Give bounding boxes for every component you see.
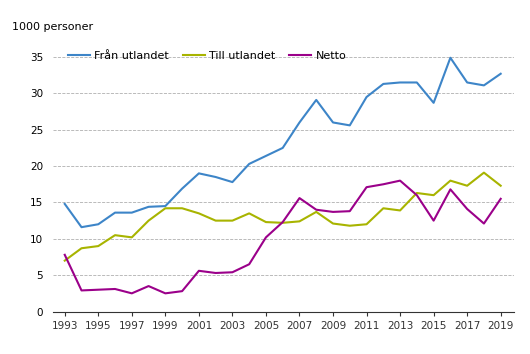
Från utlandet [330,120,336,125]
Till utlandet [129,235,135,239]
Från utlandet [162,204,169,208]
Netto [397,178,403,183]
Till utlandet [95,244,101,248]
Från utlandet [179,187,186,191]
Till utlandet [112,233,118,237]
Netto [481,221,487,225]
Netto [380,182,386,187]
Netto [313,207,320,212]
Netto [162,291,169,296]
Till utlandet [179,206,186,210]
Till utlandet [162,206,169,210]
Netto [414,193,420,197]
Till utlandet [364,222,370,227]
Till utlandet [397,208,403,212]
Netto [430,218,437,223]
Till utlandet [229,218,236,223]
Till utlandet [279,221,286,225]
Line: Netto: Netto [65,181,501,293]
Till utlandet [380,206,386,210]
Till utlandet [213,218,219,223]
Netto [213,271,219,275]
Till utlandet [263,220,269,224]
Netto [279,220,286,224]
Från utlandet [296,120,303,125]
Till utlandet [145,218,152,223]
Från utlandet [246,162,252,166]
Line: Till utlandet: Till utlandet [65,173,501,261]
Till utlandet [347,224,353,228]
Till utlandet [61,258,68,263]
Från utlandet [364,95,370,99]
Från utlandet [279,146,286,150]
Line: Från utlandet: Från utlandet [65,58,501,227]
Netto [129,291,135,296]
Från utlandet [229,180,236,184]
Till utlandet [498,184,504,188]
Från utlandet [347,123,353,127]
Från utlandet [313,98,320,102]
Från utlandet [213,175,219,179]
Netto [78,288,85,292]
Från utlandet [145,205,152,209]
Text: 1000 personer: 1000 personer [12,22,93,32]
Från utlandet [397,80,403,85]
Netto [61,253,68,257]
Till utlandet [414,191,420,195]
Från utlandet [112,211,118,215]
Från utlandet [498,72,504,76]
Netto [196,269,202,273]
Till utlandet [196,211,202,216]
Från utlandet [380,82,386,86]
Netto [95,287,101,292]
Netto [263,235,269,239]
Till utlandet [296,219,303,223]
Till utlandet [78,246,85,250]
Från utlandet [464,80,470,85]
Till utlandet [246,211,252,216]
Från utlandet [95,222,101,227]
Från utlandet [61,202,68,206]
Från utlandet [414,80,420,85]
Från utlandet [430,101,437,105]
Från utlandet [78,225,85,229]
Från utlandet [447,56,454,60]
Från utlandet [129,211,135,215]
Netto [229,270,236,274]
Netto [498,197,504,201]
Från utlandet [196,171,202,176]
Till utlandet [330,221,336,225]
Netto [296,196,303,200]
Netto [112,287,118,291]
Till utlandet [430,193,437,197]
Netto [364,185,370,189]
Netto [447,187,454,192]
Från utlandet [481,83,487,87]
Netto [145,284,152,288]
Netto [246,262,252,266]
Till utlandet [313,210,320,214]
Netto [464,207,470,211]
Netto [179,289,186,293]
Till utlandet [481,171,487,175]
Till utlandet [464,184,470,188]
Netto [347,209,353,213]
Legend: Från utlandet, Till utlandet, Netto: Från utlandet, Till utlandet, Netto [68,51,346,61]
Till utlandet [447,178,454,183]
Netto [330,210,336,214]
Från utlandet [263,154,269,158]
